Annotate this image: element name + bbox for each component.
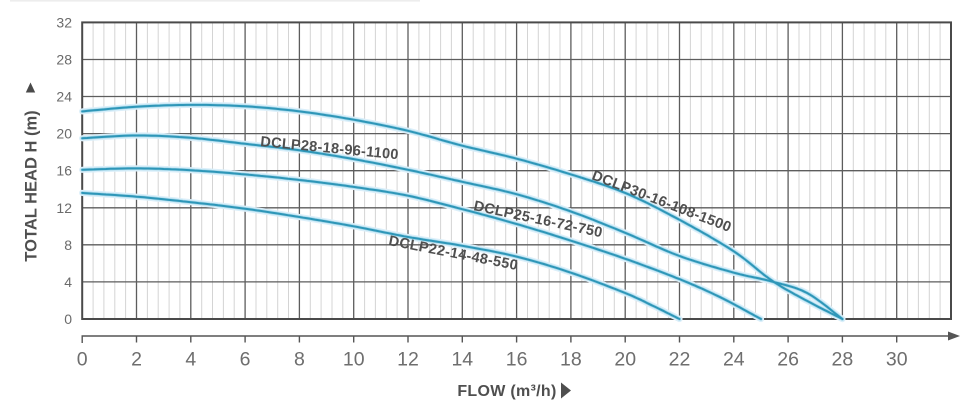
svg-text:2: 2 bbox=[131, 349, 142, 371]
svg-text:0: 0 bbox=[64, 311, 72, 327]
svg-text:0: 0 bbox=[77, 349, 88, 371]
svg-text:32: 32 bbox=[56, 14, 72, 30]
svg-text:22: 22 bbox=[669, 349, 691, 371]
svg-text:6: 6 bbox=[240, 349, 251, 371]
svg-text:24: 24 bbox=[723, 349, 745, 371]
svg-text:12: 12 bbox=[397, 349, 419, 371]
svg-text:16: 16 bbox=[506, 349, 528, 371]
svg-text:12: 12 bbox=[56, 200, 72, 216]
svg-text:10: 10 bbox=[343, 349, 365, 371]
svg-text:20: 20 bbox=[56, 126, 72, 142]
svg-text:28: 28 bbox=[832, 349, 854, 371]
svg-text:8: 8 bbox=[294, 349, 305, 371]
svg-text:28: 28 bbox=[56, 52, 72, 68]
svg-text:24: 24 bbox=[56, 89, 72, 105]
svg-text:20: 20 bbox=[614, 349, 636, 371]
svg-text:14: 14 bbox=[451, 349, 473, 371]
svg-text:8: 8 bbox=[64, 237, 72, 253]
svg-text:4: 4 bbox=[64, 274, 72, 290]
svg-text:30: 30 bbox=[886, 349, 908, 371]
svg-text:18: 18 bbox=[560, 349, 582, 371]
svg-text:TOTAL HEAD H (m): TOTAL HEAD H (m) bbox=[23, 110, 41, 261]
svg-text:4: 4 bbox=[185, 349, 196, 371]
svg-text:26: 26 bbox=[777, 349, 799, 371]
svg-text:16: 16 bbox=[56, 163, 72, 179]
svg-text:FLOW (m³/h): FLOW (m³/h) bbox=[457, 383, 556, 400]
